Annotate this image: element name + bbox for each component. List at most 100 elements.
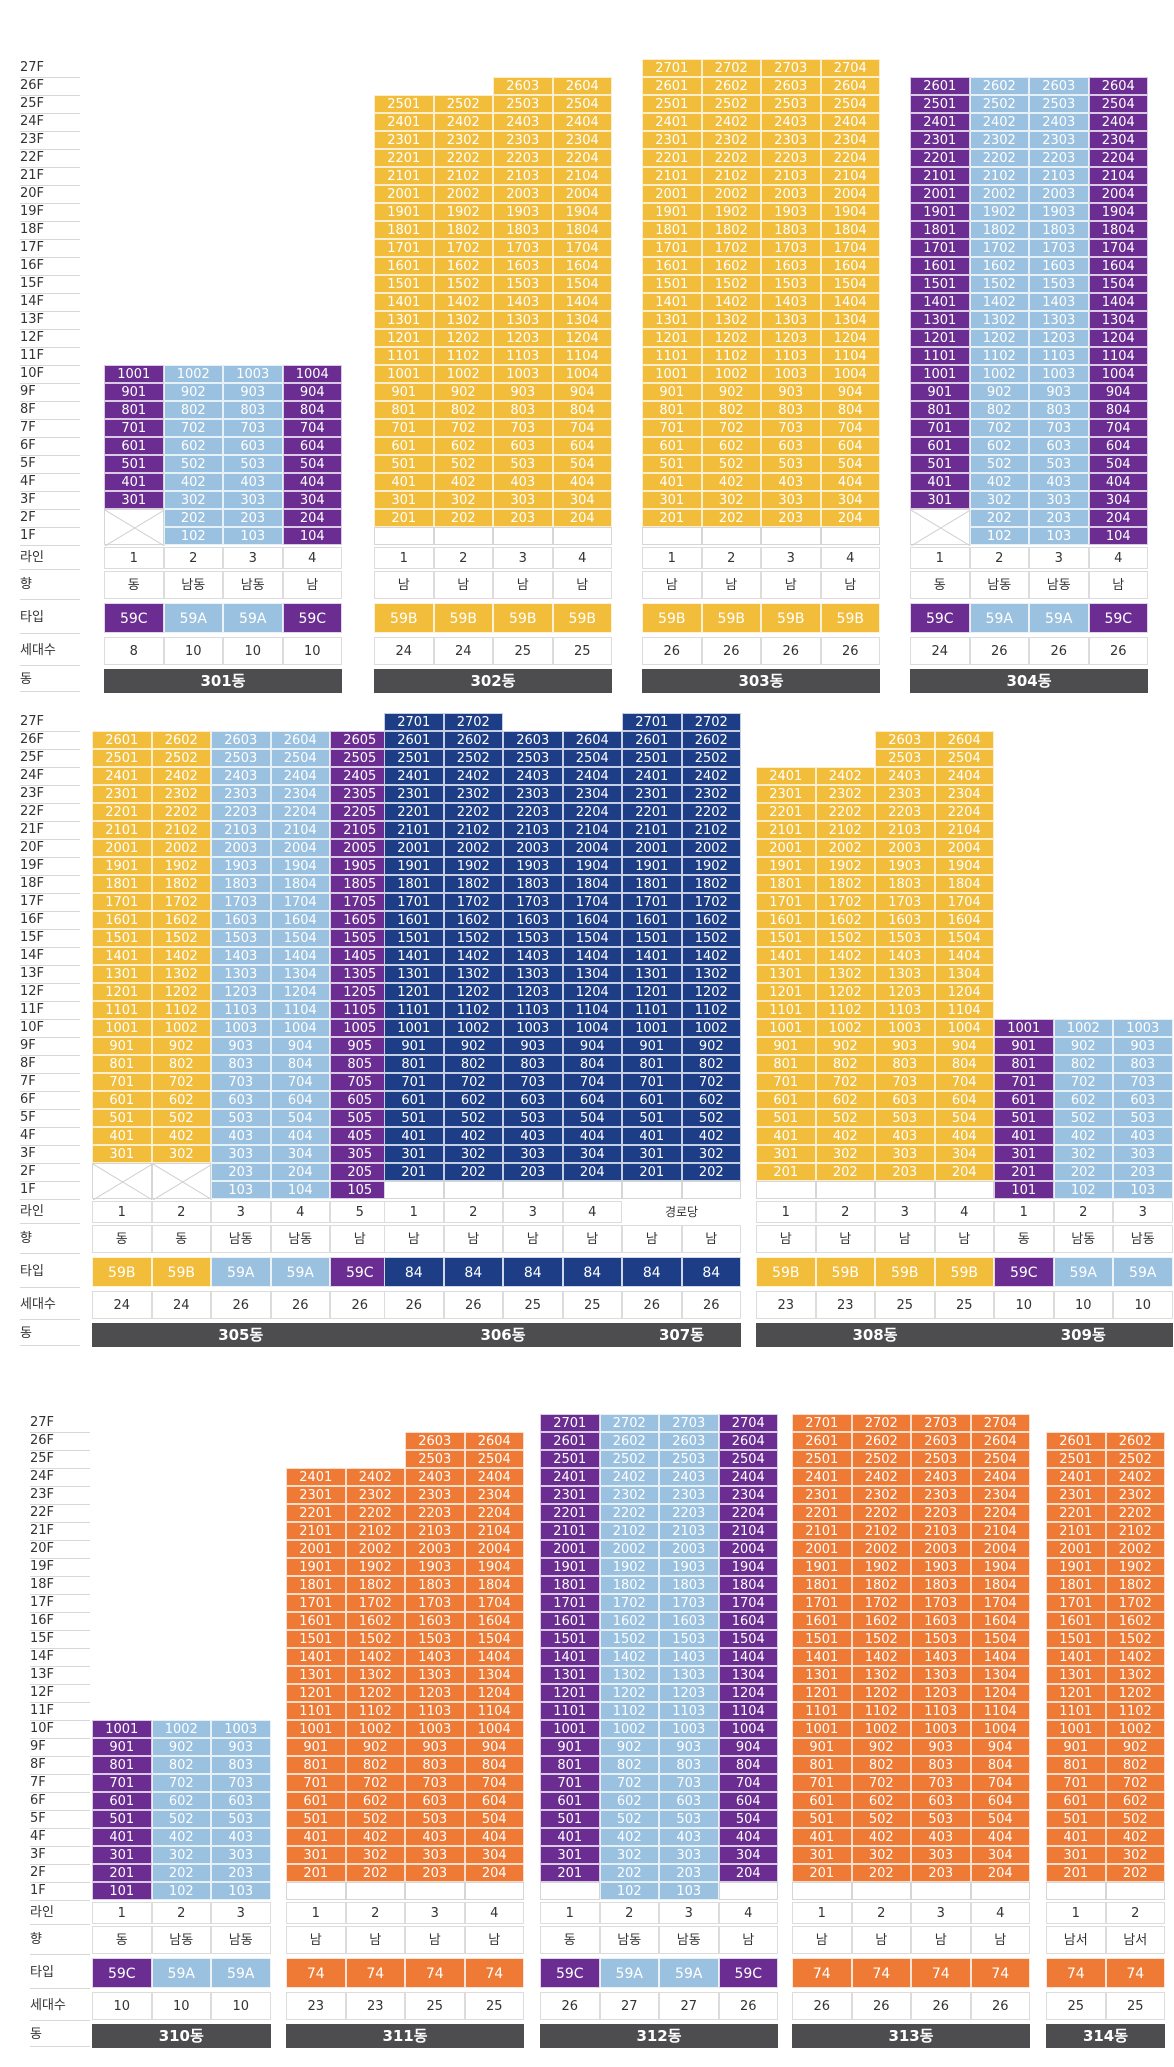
unit-cell: 701 (792, 1774, 852, 1792)
unit-cell: 2503 (911, 1450, 971, 1468)
line-number: 2 (151, 1201, 211, 1223)
unit-cell: 2001 (374, 185, 434, 203)
unit-cell: 603 (211, 1792, 271, 1810)
floor-label: 3F (30, 1846, 90, 1865)
line-type: 59B (433, 603, 493, 633)
line-type: 59C (718, 1958, 778, 1988)
pilotis-cell (374, 527, 434, 545)
unit-cell: 1501 (1046, 1630, 1106, 1648)
unit-cell: 501 (374, 455, 434, 473)
floor-label: 20F (20, 185, 80, 204)
unit-cell: 501 (384, 1109, 444, 1127)
pilotis-cell (92, 1163, 153, 1200)
unit-cell: 1003 (1029, 365, 1089, 383)
unit-cell: 501 (622, 1109, 682, 1127)
unit-cell: 201 (286, 1864, 346, 1882)
unit-cell: 401 (622, 1127, 682, 1145)
unit-cell: 501 (540, 1810, 600, 1828)
unit-cell: 601 (756, 1091, 816, 1109)
unit-cell: 1602 (599, 1612, 659, 1630)
unit-cell: 1102 (1105, 1702, 1165, 1720)
unit-cell: 2604 (718, 1432, 778, 1450)
unit-cell: 1101 (1046, 1702, 1106, 1720)
unit-cell: 1901 (642, 203, 702, 221)
line-direction: 남 (345, 1926, 405, 1954)
unit-cell: 1904 (718, 1558, 778, 1576)
unit-cell: 2301 (910, 131, 970, 149)
unit-cell: 1303 (875, 965, 935, 983)
line-direction: 남동 (1113, 1225, 1173, 1253)
floor-label: 23F (20, 785, 80, 804)
floor-label: 17F (20, 239, 80, 258)
unit-cell: 2101 (910, 167, 970, 185)
unit-cell: 2601 (910, 77, 970, 95)
unit-cell: 2102 (969, 167, 1029, 185)
unit-cell: 1802 (599, 1576, 659, 1594)
unit-cell: 701 (540, 1774, 600, 1792)
line-number: 2 (969, 547, 1029, 569)
unit-cell: 402 (701, 473, 761, 491)
unit-cell: 1001 (1046, 1720, 1106, 1738)
unit-cell: 902 (151, 1738, 211, 1756)
unit-cell: 601 (286, 1792, 346, 1810)
floor-label: 7F (20, 419, 80, 438)
floor-label: 23F (20, 131, 80, 150)
unit-cell: 1002 (851, 1720, 911, 1738)
unit-cell: 1901 (792, 1558, 852, 1576)
unit-cell: 1302 (599, 1666, 659, 1684)
unit-cell: 2202 (815, 803, 875, 821)
unit-cell: 1504 (820, 275, 880, 293)
unit-cell: 1503 (911, 1630, 971, 1648)
unit-cell: 2102 (599, 1522, 659, 1540)
unit-cell: 504 (282, 455, 342, 473)
unit-cell: 502 (969, 455, 1029, 473)
unit-cell: 502 (815, 1109, 875, 1127)
unit-cell: 902 (345, 1738, 405, 1756)
unit-cell: 1303 (503, 965, 563, 983)
unit-cell: 805 (330, 1055, 390, 1073)
unit-cell: 1004 (282, 365, 342, 383)
unit-cell: 1902 (443, 857, 503, 875)
unit-cell: 2503 (875, 749, 935, 767)
unit-cell: 1703 (911, 1594, 971, 1612)
unit-cell: 1501 (756, 929, 816, 947)
unit-cell: 1102 (701, 347, 761, 365)
line-type: 59C (540, 1958, 600, 1988)
line-households: 26 (1088, 637, 1148, 665)
unit-cell: 2504 (464, 1450, 524, 1468)
unit-cell: 2102 (151, 821, 211, 839)
unit-cell: 1103 (659, 1702, 719, 1720)
floor-label: 10F (20, 365, 80, 384)
unit-cell: 704 (1088, 419, 1148, 437)
unit-cell: 1801 (1046, 1576, 1106, 1594)
unit-cell: 603 (211, 1091, 271, 1109)
unit-cell: 602 (851, 1792, 911, 1810)
floor-label: 16F (30, 1612, 90, 1631)
unit-cell: 801 (642, 401, 702, 419)
unit-cell: 1503 (659, 1630, 719, 1648)
unit-cell: 703 (503, 1073, 563, 1091)
unit-cell: 601 (622, 1091, 682, 1109)
unit-cell: 2402 (433, 113, 493, 131)
unit-cell: 2602 (851, 1432, 911, 1450)
line-direction: 남 (622, 1225, 682, 1253)
floor-label: 18F (20, 875, 80, 894)
unit-cell: 2203 (875, 803, 935, 821)
line-households: 10 (163, 637, 223, 665)
unit-cell: 703 (211, 1774, 271, 1792)
unit-cell: 403 (493, 473, 553, 491)
row-label-dir: 향 (20, 1225, 80, 1254)
row-label-dir: 향 (20, 571, 80, 600)
unit-cell: 902 (443, 1037, 503, 1055)
unit-cell: 1503 (875, 929, 935, 947)
unit-cell: 2504 (1088, 95, 1148, 113)
unit-cell: 1603 (875, 911, 935, 929)
unit-cell: 1002 (1053, 1019, 1113, 1037)
line-number: 3 (911, 1902, 971, 1924)
unit-cell: 202 (815, 1163, 875, 1181)
unit-cell: 2401 (642, 113, 702, 131)
unit-cell: 203 (1029, 509, 1089, 527)
unit-cell: 803 (911, 1756, 971, 1774)
unit-cell: 603 (503, 1091, 563, 1109)
unit-cell: 2304 (820, 131, 880, 149)
